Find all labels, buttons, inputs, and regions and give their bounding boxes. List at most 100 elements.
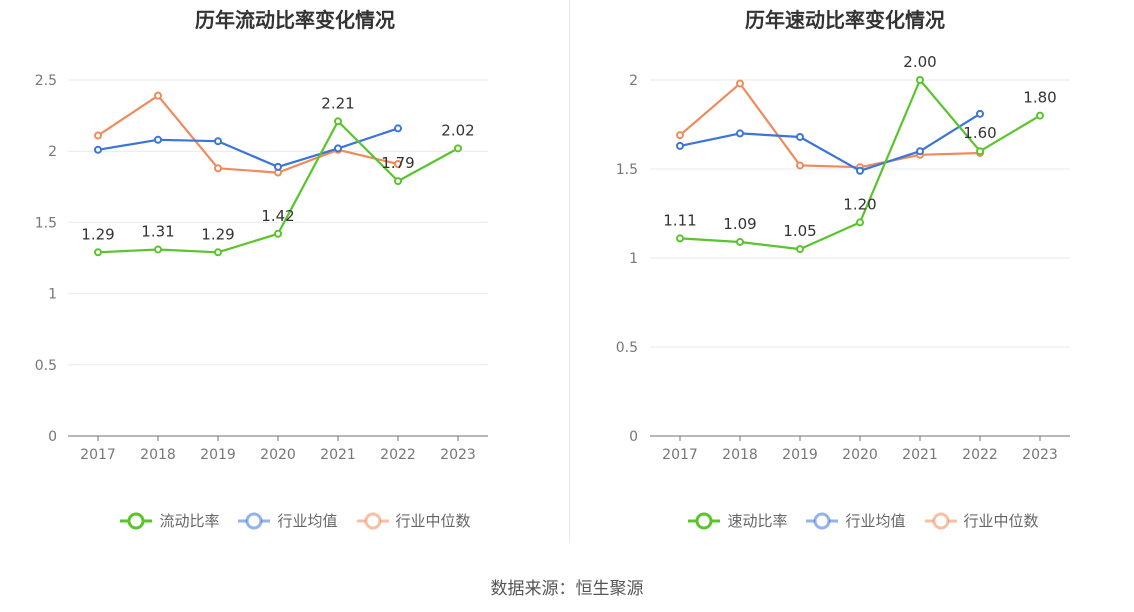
legend-label: 速动比率 [727,512,788,530]
legend-item-industry-average[interactable]: 行业均值 [805,510,906,531]
data-point [94,131,102,140]
legend-label: 行业均值 [277,512,338,530]
y-tick-label: 1.5 [35,215,57,231]
quick-ratio-plot: 0 0.5 1 1.5 2 2017 2018 2019 2020 2021 2022 2023 1.1… [616,53,1070,463]
data-point [796,161,804,170]
data-point [274,229,282,238]
data-label: 1.42 [261,207,294,225]
data-point [856,166,864,175]
data-point [796,245,804,254]
legend-item-industry-average[interactable]: 行业均值 [237,510,338,531]
data-point [916,76,924,84]
data-point [94,248,102,257]
data-point [736,129,744,138]
data-point [214,137,222,146]
data-point [154,91,162,100]
legend-marker-icon [806,512,839,529]
legend-marker-icon [238,512,271,529]
legend-label: 行业均值 [845,512,906,530]
data-point [214,164,222,173]
y-tick-label: 2 [629,73,638,89]
legend-marker-icon [120,512,153,529]
data-point [1036,111,1044,120]
data-point [94,145,102,154]
x-tick-label: 2019 [782,447,818,463]
current-ratio-plot: 0 0.5 1 1.5 2 2.5 2017 2018 2019 2020 2021 2022 2023… [35,73,488,463]
series-line [97,94,399,174]
data-label: 1.80 [1023,89,1056,107]
x-tick-label: 2017 [662,447,698,463]
data-point [736,237,744,246]
legend-marker-icon [356,512,389,529]
x-tick-label: 2022 [962,447,998,463]
data-label: 2.21 [321,94,354,112]
data-point [676,131,684,140]
y-tick-label: 1.5 [616,162,638,178]
panel-divider [569,0,570,542]
chart-title: 历年流动比率变化情况 [195,8,395,32]
data-point [394,124,402,133]
data-label: 1.20 [843,195,876,213]
data-label: 1.29 [201,225,234,243]
legend-label: 行业中位数 [395,512,471,530]
x-tick-label: 2021 [320,447,356,463]
series-line [679,82,981,169]
y-tick-label: 2 [48,144,57,160]
data-label: 1.09 [723,215,756,233]
y-tick-label: 0 [48,429,57,445]
data-label: 1.29 [81,225,114,243]
data-point [334,144,342,153]
data-label: 1.11 [663,211,696,229]
y-tick-label: 1 [629,251,638,267]
x-tick-label: 2019 [200,447,236,463]
legend-label: 行业中位数 [963,512,1039,530]
data-point [736,79,744,88]
data-point [916,147,924,156]
data-point [394,160,402,169]
legend-item-quick-ratio[interactable]: 速动比率 [687,510,787,531]
data-point [856,218,864,227]
current-ratio-chart: 历年流动比率变化情况 0 0.5 1 1.5 2 2.5 2017 2018 2019 2020 2… [0,0,566,560]
data-label: 1.05 [783,222,816,240]
chart-title: 历年速动比率变化情况 [745,8,945,32]
y-tick-label: 0.5 [616,340,638,356]
chart-legend: 速动比率 行业均值 行业中位数 [582,510,1134,531]
data-point [334,117,342,126]
legend-item-industry-median[interactable]: 行业中位数 [356,510,471,531]
x-tick-label: 2023 [1022,447,1058,463]
legend-item-current-ratio[interactable]: 流动比率 [119,510,219,531]
y-tick-label: 0.5 [35,358,57,374]
x-tick-label: 2020 [842,447,878,463]
legend-label: 流动比率 [159,512,220,530]
x-tick-label: 2021 [902,447,938,463]
data-label: 1.60 [963,124,996,142]
data-point [394,177,402,186]
legend-marker-icon [924,512,957,529]
legend-item-industry-median[interactable]: 行业中位数 [924,510,1039,531]
series-line [679,112,981,172]
x-tick-label: 2022 [380,447,416,463]
data-point [454,144,462,153]
data-point [274,162,282,171]
data-point [676,141,684,150]
x-tick-label: 2018 [722,447,758,463]
data-point [676,234,684,243]
y-tick-label: 0 [629,429,638,445]
x-tick-label: 2023 [440,447,476,463]
y-tick-label: 1 [48,287,57,303]
data-label: 1.31 [141,222,174,240]
data-point [796,132,804,141]
series-line [97,127,399,168]
data-point [976,109,984,118]
data-label: 2.02 [441,121,474,139]
x-tick-label: 2017 [80,447,116,463]
data-point [154,135,162,144]
data-label: 2.00 [903,53,936,71]
data-source-note: 数据来源：恒生聚源 [490,579,644,599]
x-tick-label: 2018 [140,447,176,463]
quick-ratio-chart: 历年速动比率变化情况 0 0.5 1 1.5 2 2017 2018 2019 2020 2021… [572,0,1134,560]
data-point [976,147,984,156]
data-point [154,245,162,254]
legend-marker-icon [688,512,721,529]
data-point [214,248,222,257]
